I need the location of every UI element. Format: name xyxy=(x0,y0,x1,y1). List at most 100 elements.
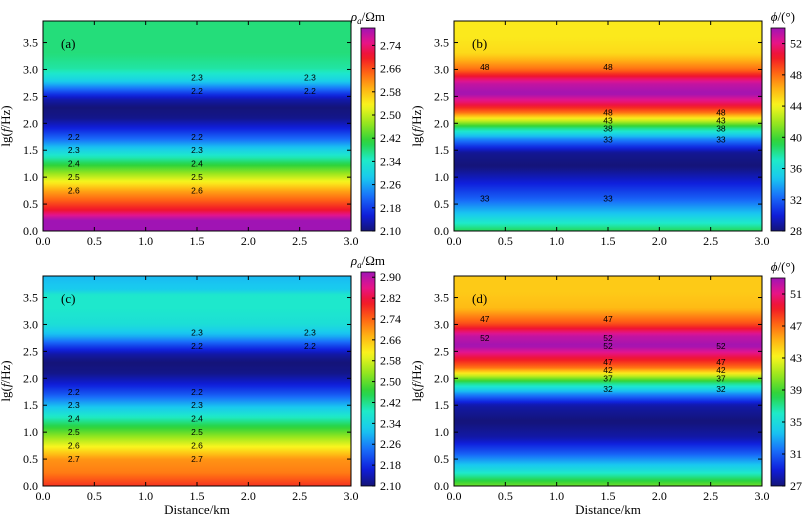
colorbar-tick-label: 43 xyxy=(790,351,802,365)
contour-label: 2.3 xyxy=(191,73,203,83)
colorbar-tick-label: 2.34 xyxy=(380,416,401,430)
panel-label: (d) xyxy=(472,291,487,306)
y-tick-label: 3.0 xyxy=(23,317,38,331)
colorbar-tick-label: 2.10 xyxy=(380,224,401,238)
x-tick-label: 1.5 xyxy=(190,489,205,503)
colorbar-tick-label: 44 xyxy=(790,99,802,113)
x-axis-label: Distance/km xyxy=(575,502,641,517)
colorbar-tick-label: 2.18 xyxy=(380,458,401,472)
x-tick-label: 0.5 xyxy=(498,489,513,503)
contour-label: 43 xyxy=(716,116,726,126)
heatmap-field xyxy=(43,276,351,486)
contour-label: 32 xyxy=(603,384,613,394)
y-tick-label: 3.5 xyxy=(23,291,38,305)
y-tick-label: 1.5 xyxy=(23,398,38,412)
colorbar xyxy=(770,27,786,232)
contour-label: 2.4 xyxy=(68,159,80,169)
x-tick-label: 1.0 xyxy=(549,489,564,503)
contour-label: 2.6 xyxy=(68,441,80,451)
colorbar-tick-label: 27 xyxy=(790,479,802,493)
contour-label: 2.4 xyxy=(191,414,203,424)
x-tick-label: 1.0 xyxy=(549,234,564,248)
colorbar-tick-label: 28 xyxy=(790,224,802,238)
contour-label: 48 xyxy=(603,62,613,72)
y-tick-label: 2.0 xyxy=(434,371,449,385)
y-tick-label: 2.0 xyxy=(23,371,38,385)
contour-label: 2.2 xyxy=(191,132,203,142)
x-tick-label: 3.0 xyxy=(344,489,359,503)
contour-label: 33 xyxy=(603,194,613,204)
contour-label: 2.3 xyxy=(304,328,316,338)
contour-label: 2.2 xyxy=(304,86,316,96)
contour-label: 2.2 xyxy=(191,387,203,397)
y-tick-label: 1.5 xyxy=(434,143,449,157)
contour-label: 2.3 xyxy=(68,145,80,155)
contour-label: 47 xyxy=(716,357,726,367)
contour-label: 2.6 xyxy=(68,186,80,196)
y-tick-label: 3.5 xyxy=(23,36,38,50)
x-tick-label: 3.0 xyxy=(755,489,770,503)
x-tick-label: 2.0 xyxy=(652,489,667,503)
y-tick-label: 0.5 xyxy=(23,452,38,466)
y-tick-label: 2.0 xyxy=(434,116,449,130)
x-tick-label: 3.0 xyxy=(755,234,770,248)
x-tick-label: 0.5 xyxy=(87,489,102,503)
x-axis-label: Distance/km xyxy=(164,502,230,517)
x-tick-label: 3.0 xyxy=(344,234,359,248)
colorbar-tick-label: 2.34 xyxy=(380,154,401,168)
contour-label: 48 xyxy=(716,108,726,118)
contour-label: 38 xyxy=(716,124,726,134)
y-tick-label: 1.5 xyxy=(434,398,449,412)
contour-label: 48 xyxy=(603,108,613,118)
panel-label: (b) xyxy=(472,36,487,51)
contour-label: 2.2 xyxy=(68,132,80,142)
colorbar-tick-label: 40 xyxy=(790,130,802,144)
contour-label: 2.6 xyxy=(191,186,203,196)
colorbar-tick-label: 48 xyxy=(790,68,802,82)
y-tick-label: 3.5 xyxy=(434,291,449,305)
contour-label: 2.7 xyxy=(68,454,80,464)
colorbar-tick-label: 31 xyxy=(790,447,802,461)
contour-label: 33 xyxy=(603,134,613,144)
x-tick-label: 0.0 xyxy=(36,489,51,503)
y-tick-label: 0.0 xyxy=(434,479,449,493)
colorbar-tick-label: 32 xyxy=(790,193,802,207)
panel-label: (a) xyxy=(61,36,75,51)
contour-label: 48 xyxy=(480,62,490,72)
colorbar-tick-label: 2.10 xyxy=(380,479,401,493)
colorbar-tick-label: 52 xyxy=(790,37,802,51)
contour-label: 2.2 xyxy=(191,86,203,96)
x-tick-label: 0.0 xyxy=(447,489,462,503)
y-tick-label: 3.0 xyxy=(23,62,38,76)
y-tick-label: 2.5 xyxy=(23,89,38,103)
colorbar-tick-label: 2.42 xyxy=(380,131,401,145)
colorbar-label: ρa/Ωm xyxy=(350,9,385,26)
contour-label: 2.5 xyxy=(191,427,203,437)
colorbar-tick-label: 2.18 xyxy=(380,201,401,215)
y-tick-label: 2.0 xyxy=(23,116,38,130)
y-tick-label: 0.5 xyxy=(434,197,449,211)
colorbar-tick-label: 2.26 xyxy=(380,437,401,451)
contour-label: 2.5 xyxy=(68,172,80,182)
colorbar-tick-label: 2.74 xyxy=(380,38,401,52)
panel-c: 0.0 0.5 1.0 1.5 2.0 2.5 3.0 0.0 0.5 1.0 1.5 2.0 2.5 3… xyxy=(0,253,401,517)
contour-label: 52 xyxy=(716,341,726,351)
contour-label: 38 xyxy=(603,124,613,134)
x-tick-label: 2.0 xyxy=(652,234,667,248)
contour-label: 2.3 xyxy=(68,400,80,410)
colorbar-label: ϕ/(°) xyxy=(771,259,795,274)
y-tick-label: 0.5 xyxy=(23,197,38,211)
y-axis-label: lg(f/Hz) xyxy=(409,360,424,401)
y-axis-label: lg(f/Hz) xyxy=(0,105,13,146)
panel-d: 0.0 0.5 1.0 1.5 2.0 2.5 3.0 0.0 0.5 1.0 1.5 2.0 2.5 3… xyxy=(409,259,802,517)
colorbar-tick-label: 2.50 xyxy=(380,108,401,122)
contour-label: 42 xyxy=(603,365,613,375)
x-tick-label: 2.5 xyxy=(292,489,307,503)
panel-label: (c) xyxy=(61,291,75,306)
contour-label: 2.3 xyxy=(191,145,203,155)
y-tick-label: 2.5 xyxy=(434,344,449,358)
contour-label: 42 xyxy=(716,365,726,375)
x-tick-label: 2.5 xyxy=(703,234,718,248)
contour-label: 37 xyxy=(716,373,726,383)
